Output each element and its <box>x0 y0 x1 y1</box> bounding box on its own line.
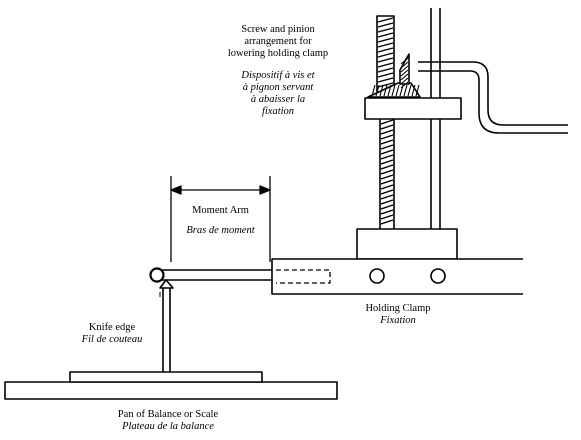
screw-label-en-line-2: arrangement for <box>244 36 312 47</box>
gear-tooth <box>379 84 384 97</box>
balance-pan <box>4 371 338 400</box>
gear-tooth <box>387 84 392 97</box>
gear-tooth <box>391 84 396 97</box>
screw-thread <box>380 139 394 145</box>
screw-thread <box>380 144 394 150</box>
lower-clamp-block <box>356 228 458 260</box>
knife-edge-label-fr: Fil de couteau <box>81 334 143 345</box>
screw-thread <box>380 169 394 175</box>
gear-tooth <box>403 84 408 97</box>
gear-tooth <box>411 84 416 97</box>
screw-thread <box>377 47 394 53</box>
screw-label-fr-line-2: à pignon servant <box>242 82 314 93</box>
screw-thread <box>380 219 394 225</box>
gear-tooth <box>400 77 409 85</box>
screw-thread <box>377 37 394 43</box>
upper-clamp-block <box>364 97 462 120</box>
screw-thread <box>380 154 394 160</box>
pinion-gear <box>367 53 421 98</box>
screw-thread <box>380 209 394 215</box>
screw-thread <box>377 72 394 78</box>
screw-thread <box>377 62 394 68</box>
gear-tooth <box>371 84 376 97</box>
screw-label-en-line-1: Screw and pinion <box>241 24 315 35</box>
moment-arm-label-fr: Bras de moment <box>186 225 255 236</box>
gear-tooth <box>375 84 380 97</box>
holding-clamp-label-en: Holding Clamp <box>365 303 431 314</box>
screw-thread <box>377 17 394 23</box>
screw-thread <box>380 184 394 190</box>
screw-thread <box>380 134 394 140</box>
knife-edge <box>159 279 174 372</box>
screw-thread <box>380 174 394 180</box>
screw-thread <box>377 52 394 58</box>
moment-arm-dimension <box>170 176 271 262</box>
screw-thread <box>377 67 394 73</box>
moment-arm-label-en: Moment Arm <box>192 205 249 216</box>
screw-thread <box>380 124 394 130</box>
screw-thread <box>380 194 394 200</box>
screw-label-fr-line-1: Dispositif à vis et <box>241 70 315 81</box>
screw-thread <box>377 32 394 38</box>
screw-thread <box>377 22 394 28</box>
gear-tooth <box>400 73 409 81</box>
screw-thread <box>377 42 394 48</box>
screw-thread <box>377 77 394 83</box>
bent-arm <box>418 61 568 134</box>
screw-label-fr: Dispositif à vis et à pignon servant à a… <box>225 70 331 118</box>
screw-thread <box>380 179 394 185</box>
screw-thread <box>380 199 394 205</box>
screw-thread <box>377 82 394 88</box>
screw-thread <box>380 119 394 125</box>
screw-thread <box>380 214 394 220</box>
gear-tooth <box>400 57 409 65</box>
screw-thread <box>380 204 394 210</box>
holding-clamp <box>271 258 523 295</box>
gear-tooth <box>400 61 409 69</box>
gear-tooth <box>407 84 412 97</box>
knife-edge-label-en: Knife edge <box>88 322 136 333</box>
screw-thread <box>377 27 394 33</box>
gear-tooth <box>400 81 409 89</box>
screw-label-en-line-3: lowering holding clamp <box>227 48 329 59</box>
pan-label-fr: Plateau de la balance <box>122 421 214 432</box>
gear-tooth <box>400 65 409 73</box>
screw-thread <box>380 164 394 170</box>
screw-label-en: Screw and pinion arrangement for lowerin… <box>225 24 331 60</box>
moment-arm-rod <box>149 267 272 283</box>
screw-label-fr-line-3: à abaisser la <box>250 94 306 105</box>
screw-thread <box>380 189 394 195</box>
gear-tooth <box>400 69 409 77</box>
gear-tooth <box>415 84 420 97</box>
screw-thread <box>380 129 394 135</box>
screw-thread <box>380 159 394 165</box>
screw-label-fr-line-4: fixation <box>261 106 295 117</box>
holding-clamp-label-fr: Fixation <box>380 315 416 326</box>
screw-thread <box>377 57 394 63</box>
pan-label-en: Pan of Balance or Scale <box>117 409 219 420</box>
screw <box>376 15 395 231</box>
gear-tooth <box>395 84 400 97</box>
screw-thread <box>380 149 394 155</box>
gear-tooth <box>383 84 388 97</box>
